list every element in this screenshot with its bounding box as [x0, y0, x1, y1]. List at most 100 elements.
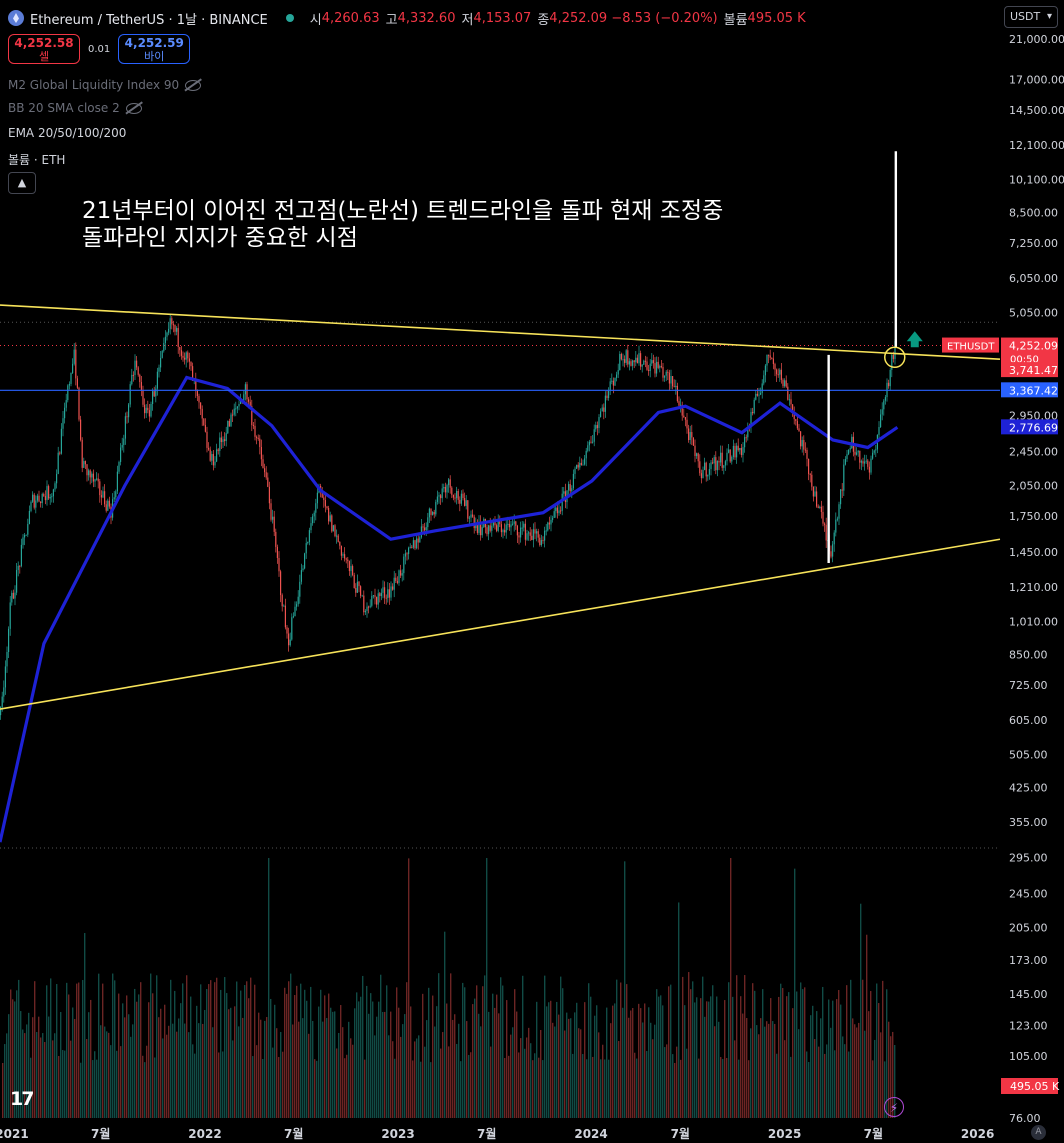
candle-body	[593, 429, 595, 442]
volume-bar	[62, 1050, 64, 1118]
volume-bar	[324, 995, 326, 1118]
candle-body	[348, 561, 350, 572]
volume-bar	[492, 993, 494, 1118]
eye-hidden-icon[interactable]	[185, 79, 202, 91]
volume-bar	[750, 1028, 752, 1118]
candle-body	[401, 573, 403, 576]
volume-bar	[84, 933, 86, 1118]
candle-body	[611, 380, 613, 382]
volume-bar	[106, 1031, 108, 1118]
candle-body	[590, 441, 592, 443]
candle-body	[94, 479, 96, 482]
volume-bar	[242, 1017, 244, 1118]
candle-body	[281, 595, 283, 607]
volume-bar	[858, 1022, 860, 1118]
candle-body	[91, 473, 93, 478]
volume-bar	[486, 858, 488, 1118]
volume-bar	[832, 1000, 834, 1118]
candle-body	[662, 367, 664, 378]
candle-body	[569, 484, 571, 492]
candle-body	[675, 385, 677, 388]
candle-body	[558, 510, 560, 514]
candle-body	[160, 357, 162, 368]
buy-button[interactable]: 4,252.59 바이	[118, 34, 191, 64]
candle-body	[273, 516, 275, 532]
volume-bar	[378, 1001, 380, 1118]
candle-body	[707, 474, 709, 477]
candle-body	[728, 449, 730, 453]
candle-body	[809, 473, 811, 475]
volume-bar	[482, 986, 484, 1118]
volume-bar	[794, 868, 796, 1118]
symbol-title[interactable]: Ethereum / TetherUS · 1날 · BINANCE	[30, 12, 268, 28]
price-label-text: 4,252.09	[1009, 340, 1058, 353]
volume-bar	[626, 984, 628, 1118]
volume-bar	[130, 1036, 132, 1118]
candle-body	[724, 461, 726, 466]
candle-body	[641, 364, 643, 367]
candle-body	[553, 511, 555, 518]
candle-body	[804, 449, 806, 451]
volume-bar	[220, 989, 222, 1118]
volume-bar	[234, 1006, 236, 1118]
volume-bar	[856, 1027, 858, 1118]
volume-bar	[572, 1053, 574, 1118]
volume-bar	[12, 999, 14, 1118]
auto-scale-button[interactable]: A	[1031, 1125, 1046, 1140]
volume-bar	[612, 1005, 614, 1118]
indicator-ema[interactable]: EMA 20/50/100/200	[8, 126, 126, 140]
candle-body	[17, 565, 19, 570]
volume-bar	[658, 996, 660, 1118]
candle-body	[734, 445, 736, 458]
indicator-m2-label: M2 Global Liquidity Index 90	[8, 78, 180, 92]
volume-bar	[468, 1054, 470, 1118]
candle-body	[353, 575, 355, 589]
candle-body	[246, 384, 248, 400]
volume-bar	[188, 1032, 190, 1118]
candle-body	[211, 454, 213, 461]
candle-body	[248, 399, 250, 402]
candle-body	[422, 526, 424, 528]
close-value: 4,252.09 −8.53 (−0.20%)	[549, 10, 718, 26]
candle-body	[430, 508, 432, 515]
lightning-icon[interactable]: ⚡	[884, 1097, 904, 1117]
volume-bar	[270, 998, 272, 1118]
volume-bar	[258, 1012, 260, 1118]
volume-bar	[548, 1002, 550, 1118]
candle-body	[699, 461, 701, 474]
volume-value: 495.05 K	[747, 10, 806, 26]
volume-bar	[510, 1034, 512, 1118]
candle-body	[396, 581, 398, 583]
volume-bar	[90, 999, 92, 1118]
volume-bar	[690, 989, 692, 1118]
candle-body	[156, 371, 158, 389]
volume-bar	[350, 1038, 352, 1118]
candle-body	[628, 361, 630, 365]
chevron-up-icon[interactable]: ▲	[8, 172, 36, 194]
indicator-m2[interactable]: M2 Global Liquidity Index 90	[8, 78, 202, 92]
candle-body	[614, 377, 616, 386]
volume-bar	[786, 996, 788, 1118]
candle-body	[684, 417, 686, 420]
currency-select[interactable]: USDT	[1004, 6, 1058, 28]
volume-bar	[758, 1034, 760, 1118]
candle-body	[464, 498, 466, 506]
volume-bar	[436, 1006, 438, 1118]
candle-body	[44, 496, 46, 501]
resistance-trendline	[0, 304, 1001, 361]
candle-body	[345, 558, 347, 560]
volume-bar	[624, 861, 626, 1118]
eye-hidden-icon[interactable]	[125, 102, 142, 114]
candle-body	[137, 367, 139, 375]
volume-bar	[782, 988, 784, 1118]
candle-body	[868, 466, 870, 473]
indicator-bb[interactable]: BB 20 SMA close 2	[8, 101, 142, 115]
candle-body	[81, 439, 83, 468]
indicator-volume[interactable]: 볼륨 · ETH	[8, 151, 65, 168]
sell-button[interactable]: 4,252.58 셀	[8, 34, 80, 64]
volume-bar	[10, 989, 12, 1118]
volume-bar	[652, 1039, 654, 1118]
volume-bar	[860, 903, 862, 1118]
volume-bar	[380, 974, 382, 1118]
